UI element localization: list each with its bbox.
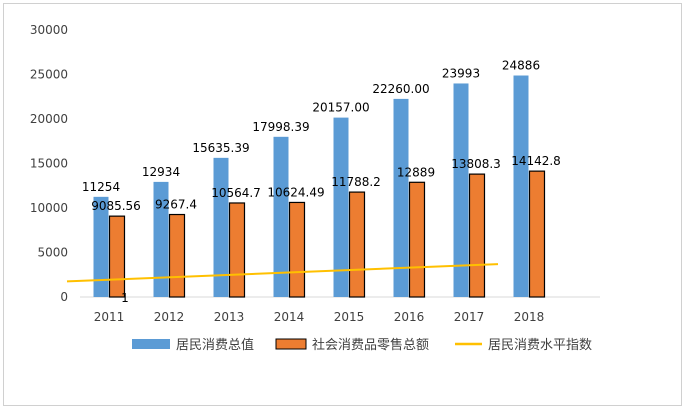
data-label-series-2: 10564.7 xyxy=(211,186,261,200)
bar-series-2 xyxy=(348,191,366,298)
data-label-series-1: 20157.00 xyxy=(312,101,369,115)
data-label-series-2: 9267.4 xyxy=(155,198,197,212)
x-tick-label: 2016 xyxy=(394,310,425,324)
bar-series-2 xyxy=(108,215,126,298)
bar-series-1 xyxy=(93,196,109,297)
bar-series-1 xyxy=(393,98,409,297)
y-tick-label: 0 xyxy=(60,290,68,304)
y-tick-label: 25000 xyxy=(30,68,68,82)
bar-series-1 xyxy=(153,181,169,297)
y-tick-label: 30000 xyxy=(30,23,68,37)
bar-series-2 xyxy=(228,202,246,298)
x-tick-label: 2011 xyxy=(94,310,125,324)
data-label-series-1: 24886 xyxy=(502,59,540,73)
x-tick-label: 2013 xyxy=(214,310,245,324)
x-tick-label: 2017 xyxy=(454,310,485,324)
trend-line-layer: 1 xyxy=(66,263,499,305)
bar-series-1 xyxy=(213,157,229,297)
data-label-layer: 11254 12934 15635.3917998.3920157.0022260.… xyxy=(82,59,561,214)
data-label-series-2: 13808.3 xyxy=(451,157,501,171)
data-label-series-2: 12889 xyxy=(397,165,435,179)
data-label-series-2: 9085.56 xyxy=(91,199,141,213)
bar-series-2 xyxy=(528,170,546,298)
bar-series-1 xyxy=(453,83,469,297)
y-tick-label: 20000 xyxy=(30,112,68,126)
legend-label-series-1: 居民消费总值 xyxy=(176,337,254,353)
x-tick-label: 2015 xyxy=(334,310,365,324)
y-tick-label: 15000 xyxy=(30,157,68,171)
data-label-series-2: 10624.49 xyxy=(267,185,324,199)
data-label-series-1: 17998.39 xyxy=(252,120,309,134)
data-label-series-2: 11788.2 xyxy=(331,175,381,189)
trend-line-annotation: 1 xyxy=(121,291,129,305)
bar-series-1 xyxy=(273,136,289,297)
bar-series-2 xyxy=(468,173,486,298)
legend-swatch-series-2 xyxy=(275,338,307,350)
axis-layer: 0 5000 10000 15000 20000 25000 30000 2011 2012 20… xyxy=(30,23,600,324)
data-label-series-1: 23993 xyxy=(442,66,480,80)
trend-line-series-3 xyxy=(66,263,499,283)
data-label-series-2: 14142.8 xyxy=(511,154,561,168)
bar-series-1 xyxy=(333,117,349,298)
y-tick-label: 10000 xyxy=(30,201,68,215)
x-tick-label: 2012 xyxy=(154,310,185,324)
bar-series-1 xyxy=(513,75,529,297)
bar-series-2 xyxy=(408,181,426,298)
y-tick-label: 5000 xyxy=(37,246,68,260)
data-label-series-1: 15635.39 xyxy=(192,141,249,155)
legend-label-series-3: 居民消费水平指数 xyxy=(488,338,592,353)
legend-swatch-series-1 xyxy=(132,339,170,349)
bar-series-2 xyxy=(288,201,306,298)
data-label-series-1: 11254 xyxy=(82,180,120,194)
legend-label-series-2: 社会消费品零售总额 xyxy=(312,337,429,353)
x-tick-label: 2018 xyxy=(514,310,545,324)
legend: 居民消费总值 社会消费品零售总额 居民消费水平指数 xyxy=(132,337,592,353)
data-label-series-1: 22260.00 xyxy=(372,82,429,96)
data-label-series-1: 12934 xyxy=(142,165,180,179)
x-tick-label: 2014 xyxy=(274,310,305,324)
bar-series-2 xyxy=(168,213,186,298)
